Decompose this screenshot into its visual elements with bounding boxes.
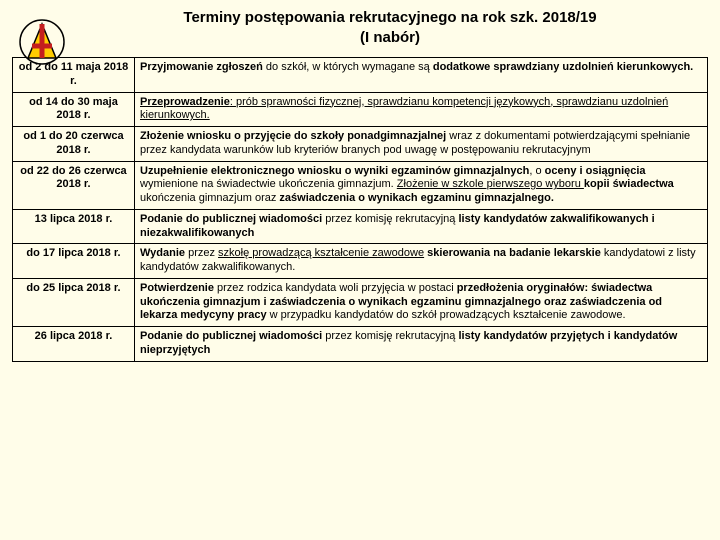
- table-row: od 2 do 11 maja 2018 r.Przyjmowanie zgło…: [13, 58, 708, 93]
- table-row: od 14 do 30 maja 2018 r.Przeprowadzenie:…: [13, 92, 708, 127]
- date-cell: od 14 do 30 maja 2018 r.: [13, 92, 135, 127]
- date-cell: 13 lipca 2018 r.: [13, 209, 135, 244]
- date-cell: do 17 lipca 2018 r.: [13, 244, 135, 279]
- school-logo-icon: [18, 18, 66, 66]
- table-row: do 25 lipca 2018 r.Potwierdzenie przez r…: [13, 278, 708, 326]
- table-row: od 22 do 26 czerwca 2018 r.Uzupełnienie …: [13, 161, 708, 209]
- table-row: 13 lipca 2018 r.Podanie do publicznej wi…: [13, 209, 708, 244]
- schedule-table: od 2 do 11 maja 2018 r.Przyjmowanie zgło…: [12, 57, 708, 362]
- table-row: 26 lipca 2018 r.Podanie do publicznej wi…: [13, 327, 708, 362]
- description-cell: Wydanie przez szkołę prowadzącą kształce…: [135, 244, 708, 279]
- page-title: Terminy postępowania rekrutacyjnego na r…: [0, 0, 720, 51]
- description-cell: Potwierdzenie przez rodzica kandydata wo…: [135, 278, 708, 326]
- date-cell: od 22 do 26 czerwca 2018 r.: [13, 161, 135, 209]
- title-line-2: (I nabór): [80, 28, 700, 48]
- description-cell: Przyjmowanie zgłoszeń do szkół, w któryc…: [135, 58, 708, 93]
- description-cell: Uzupełnienie elektronicznego wniosku o w…: [135, 161, 708, 209]
- table-row: od 1 do 20 czerwca 2018 r.Złożenie wnios…: [13, 127, 708, 162]
- date-cell: do 25 lipca 2018 r.: [13, 278, 135, 326]
- description-cell: Podanie do publicznej wiadomości przez k…: [135, 327, 708, 362]
- date-cell: od 1 do 20 czerwca 2018 r.: [13, 127, 135, 162]
- description-cell: Podanie do publicznej wiadomości przez k…: [135, 209, 708, 244]
- description-cell: Przeprowadzenie: prób sprawności fizyczn…: [135, 92, 708, 127]
- table-row: do 17 lipca 2018 r.Wydanie przez szkołę …: [13, 244, 708, 279]
- date-cell: 26 lipca 2018 r.: [13, 327, 135, 362]
- description-cell: Złożenie wniosku o przyjęcie do szkoły p…: [135, 127, 708, 162]
- title-line-1: Terminy postępowania rekrutacyjnego na r…: [80, 8, 700, 28]
